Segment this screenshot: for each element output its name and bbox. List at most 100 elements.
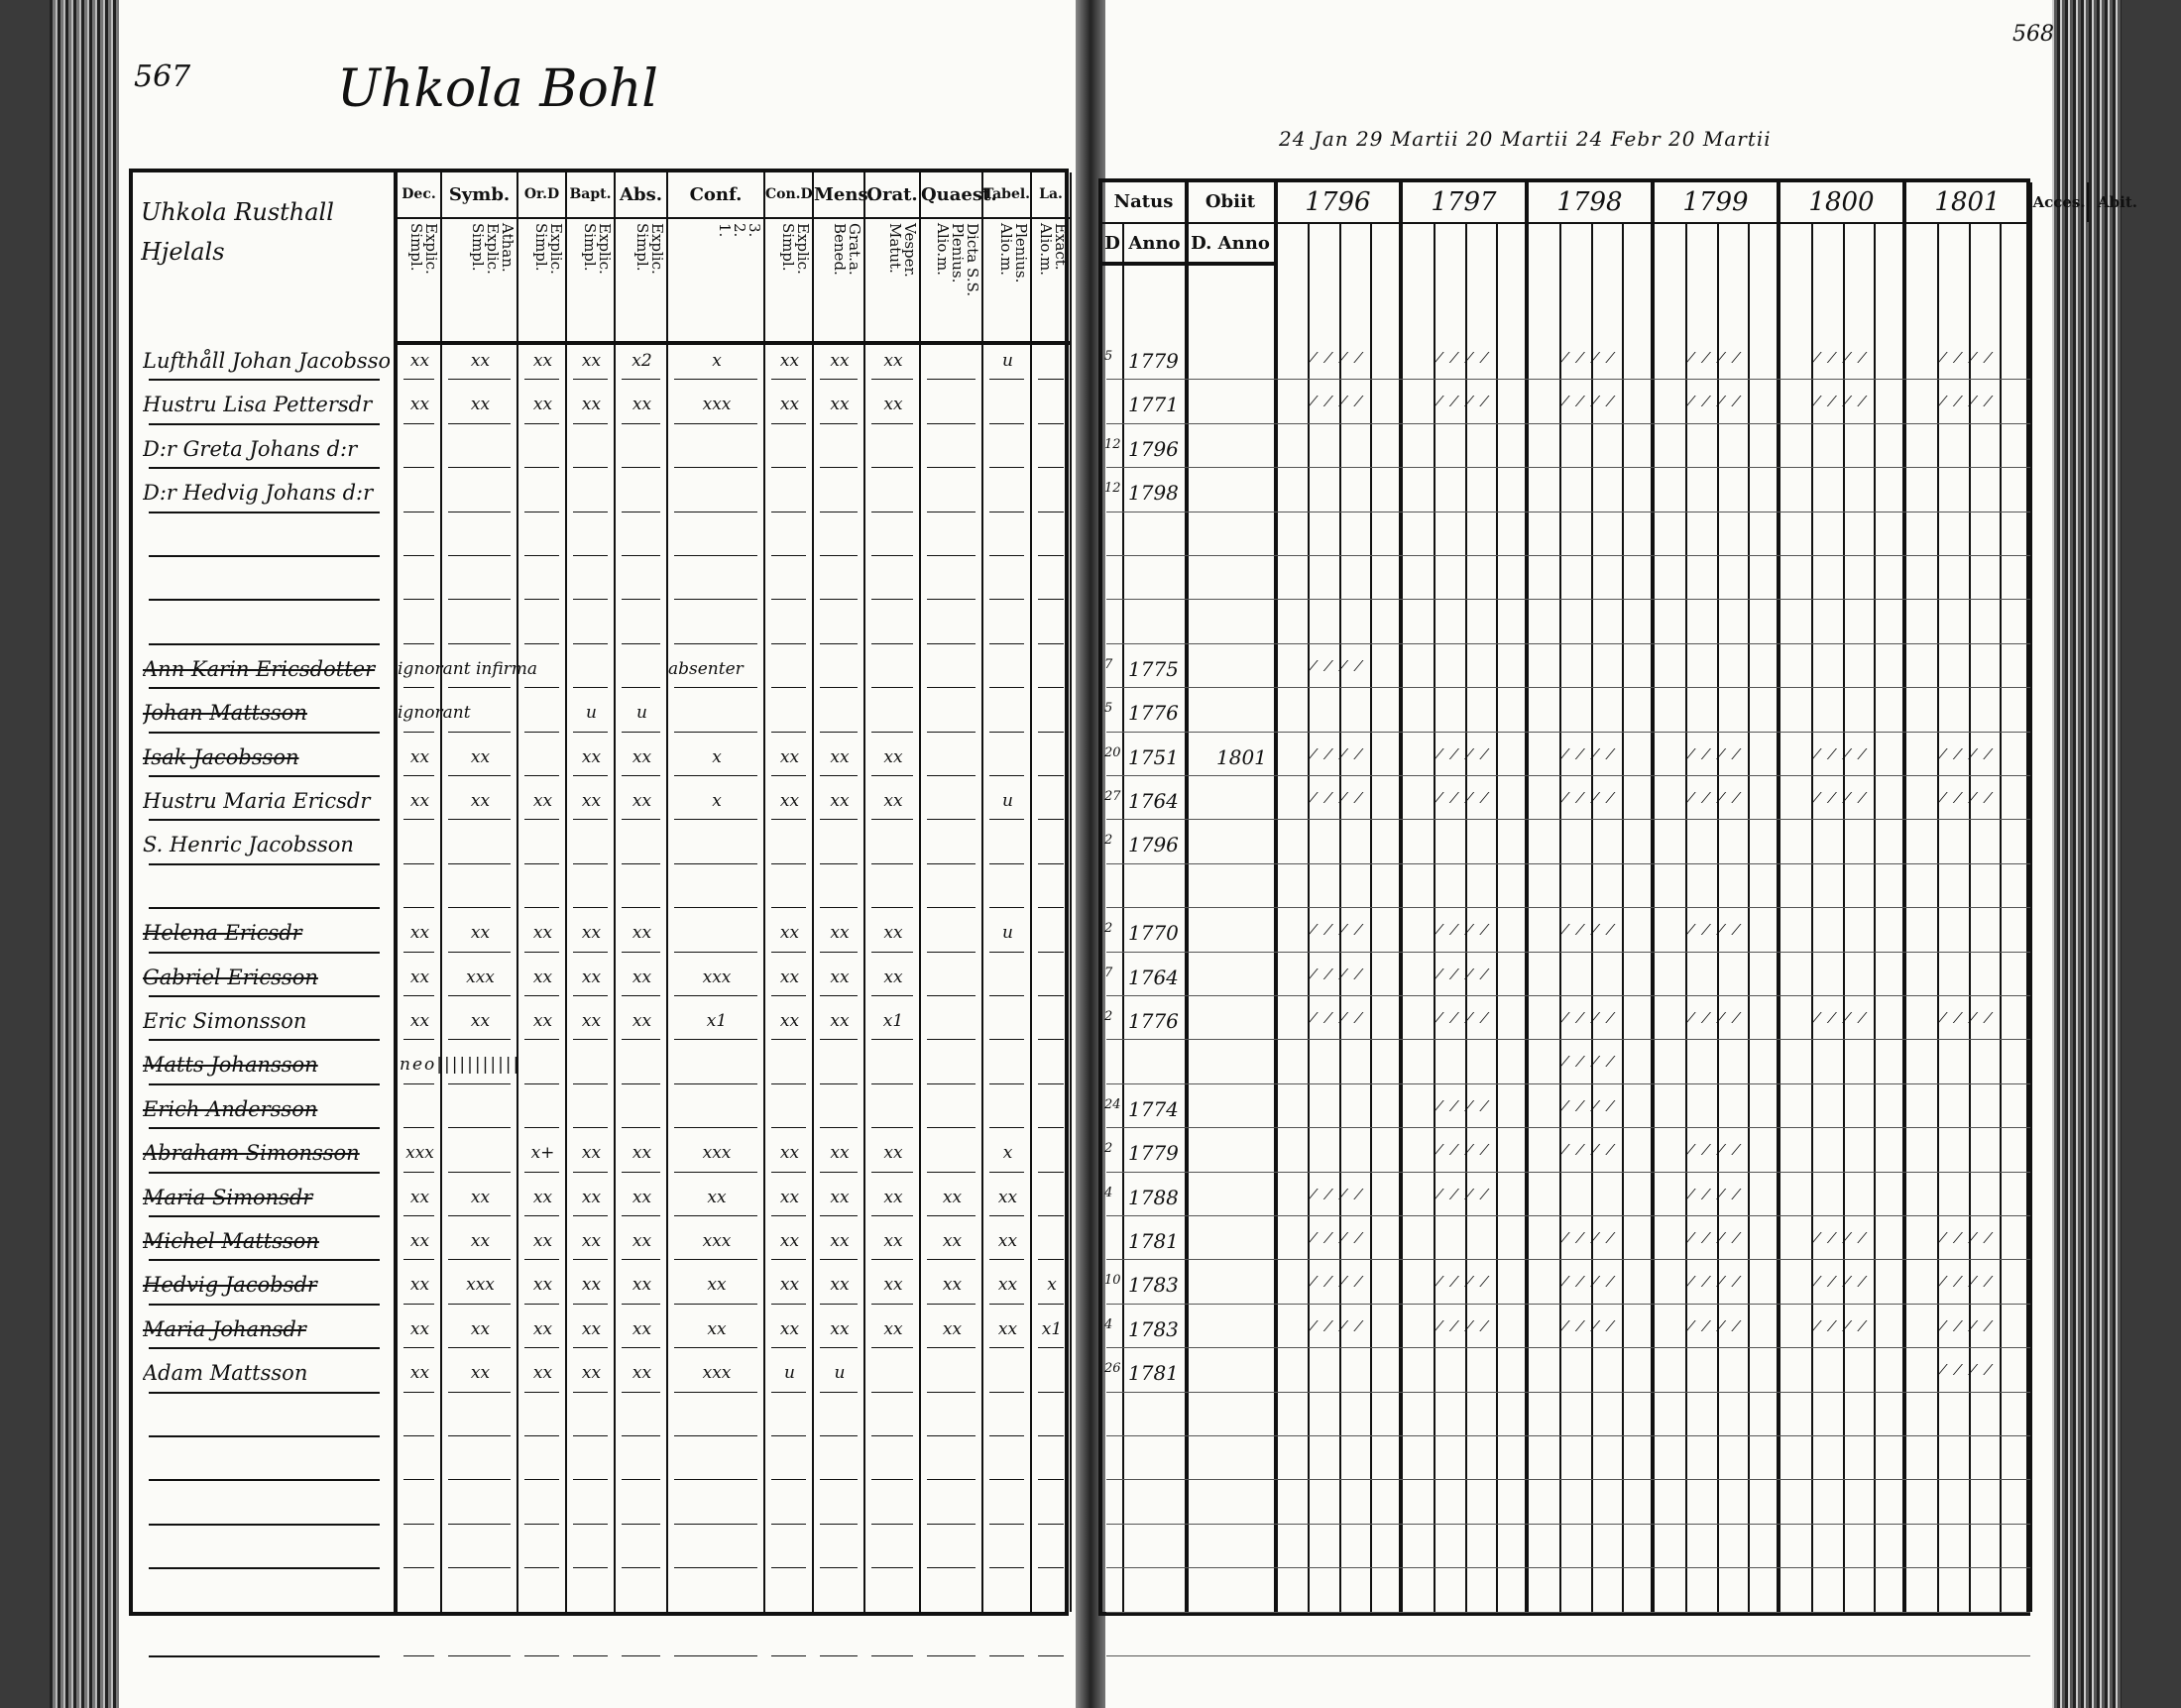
exam-mark: xx [779,746,800,767]
cell-rule [989,555,1024,556]
cell-rule [927,1215,976,1216]
person-name: Hedvig Jacobsdr [143,1273,317,1298]
row-rule [149,555,380,557]
exam-mark: xx [409,923,430,944]
cell-rule [771,1655,806,1656]
cell-rule [573,1655,608,1656]
year-subdivider [1590,222,1593,1612]
row-rule [149,907,380,910]
exam-mark: xxx [702,1143,732,1164]
cell-rule [927,1391,976,1393]
birth-year: 1776 [1128,701,1179,726]
cell-rule [573,1303,608,1305]
exam-mark: xx [883,1275,903,1296]
exam-mark: xx [581,791,602,811]
year-attendance-mark: ⁄ ⁄ ⁄ ⁄ [1941,1361,1994,1380]
column-subheader: Explic. Simpl. [518,217,567,341]
cell-rule [403,1082,434,1084]
birth-day: 2 [1104,1009,1113,1024]
cell-rule [622,995,660,996]
cell-rule [1038,907,1064,909]
exam-mark: xx [830,1187,850,1207]
column-subheader: Exact. Alio.m. [1032,217,1072,341]
row-rule [149,1303,380,1306]
birth-day: 20 [1104,744,1121,760]
cell-rule [448,1435,511,1436]
cell-rule [524,467,559,469]
year-attendance-mark: ⁄ ⁄ ⁄ ⁄ [1689,349,1742,367]
row-rule [1106,1039,2030,1041]
exam-mark: xx [631,395,652,415]
cell-rule [448,642,511,644]
birth-day: 7 [1104,965,1113,980]
cell-rule [871,1039,913,1041]
cell-rule [674,951,757,953]
exam-mark: xx [942,1231,963,1251]
exam-mark: xx [707,1187,727,1207]
exam-mark: x [712,746,722,767]
year-attendance-mark: ⁄ ⁄ ⁄ ⁄ [1312,789,1364,807]
exam-mark: u [1002,791,1013,811]
cell-rule [403,1303,434,1305]
cell-rule [524,1567,559,1569]
row-rule [149,687,380,690]
birth-day: 4 [1104,1185,1113,1200]
exam-mark: xx [779,1143,800,1164]
exam-mark: xx [631,1363,652,1384]
exam-mark: x2 [631,351,652,371]
cell-rule [871,862,913,864]
cell-rule [820,1391,858,1393]
cell-rule [820,555,858,556]
year-attendance-mark: ⁄ ⁄ ⁄ ⁄ [1437,921,1490,940]
cell-rule [448,467,511,469]
cell-rule [871,422,913,424]
exam-mark: xx [997,1318,1018,1339]
person-name: Erich Andersson [143,1096,318,1121]
cell-rule [1038,1127,1064,1129]
row-rule [149,467,380,470]
cell-rule [989,1479,1024,1481]
exam-mark: xx [779,967,800,987]
cell-rule [989,1171,1024,1173]
person-name: Hustru Maria Ericsdr [143,789,371,813]
row-rule [149,1039,380,1042]
cell-rule [448,687,511,689]
cell-rule [622,422,660,424]
cell-rule [771,1391,806,1393]
cell-rule [573,687,608,689]
exam-mark: xx [779,1011,800,1031]
year-attendance-mark: ⁄ ⁄ ⁄ ⁄ [1437,393,1490,411]
cell-rule [771,555,806,556]
row-rule [1106,907,2030,909]
year-attendance-mark: ⁄ ⁄ ⁄ ⁄ [1689,1141,1742,1160]
exam-mark: xx [997,1275,1018,1296]
cell-rule [524,1127,559,1129]
cell-rule [871,775,913,776]
cell-rule [820,467,858,469]
year-divider [2028,182,2032,1612]
divider [1185,182,1189,1612]
cell-rule [820,907,858,909]
column-header: Quaest. [921,172,997,217]
year-attendance-mark: ⁄ ⁄ ⁄ ⁄ [1689,1009,1742,1027]
row-rule [1106,599,2030,601]
year-attendance-mark: ⁄ ⁄ ⁄ ⁄ [1312,965,1364,983]
exam-mark: xx [997,1231,1018,1251]
birth-year: 1783 [1128,1273,1179,1298]
cell-rule [871,1611,913,1613]
year-attendance-mark: ⁄ ⁄ ⁄ ⁄ [1941,349,1994,367]
cell-rule [927,1171,976,1173]
cell-rule [820,379,858,381]
cell-rule [674,1479,757,1481]
year-subdivider [1338,222,1341,1612]
birth-year: 1779 [1128,1141,1179,1166]
person-name: Maria Simonsdr [143,1185,313,1209]
column-header: Symb. [442,172,518,217]
cell-rule [820,1215,858,1216]
exam-mark: xx [470,395,491,415]
year-header: 1801 [1905,182,2031,222]
exam-mark: xx [779,1275,800,1296]
column-subheader: Explic. Simpl. [567,217,616,341]
year-attendance-mark: ⁄ ⁄ ⁄ ⁄ [1312,656,1364,675]
cell-rule [820,862,858,864]
